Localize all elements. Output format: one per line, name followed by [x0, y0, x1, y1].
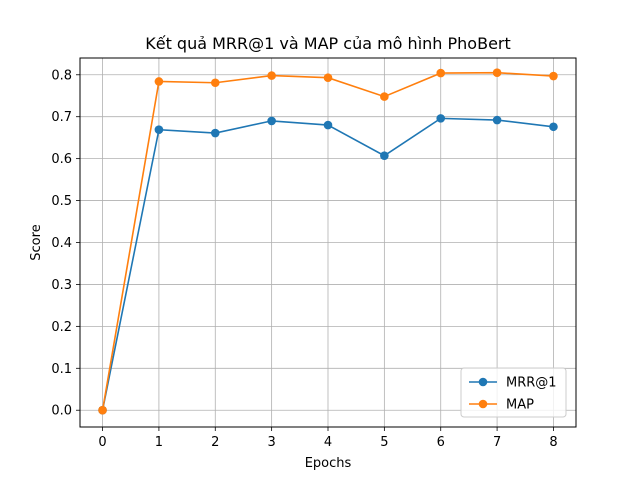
- data-point-mrr-1: [154, 125, 164, 135]
- data-point-map: [549, 71, 558, 81]
- y-tick-label: 0.8: [51, 68, 72, 83]
- data-point-mrr-1: [323, 120, 333, 130]
- x-tick-label: 7: [493, 435, 501, 450]
- axis-ticks: 0 1 2 3 4 5 6 7 8 0.0 0.1 0.2 0.3 0.4 0.5 0.6 0.7 0.8: [51, 68, 557, 450]
- legend-label-map: MAP: [506, 398, 534, 413]
- x-tick-label: 0: [98, 435, 106, 450]
- series-lines: [98, 68, 558, 415]
- data-point-mrr-1: [210, 128, 220, 138]
- data-point-mrr-1: [380, 151, 389, 161]
- legend: MRR@1 MAP: [460, 367, 567, 418]
- y-tick-label: 0.1: [51, 362, 72, 377]
- x-axis-label: Epochs: [305, 456, 352, 471]
- x-tick-label: 2: [211, 435, 219, 450]
- chart-title: Kết quả MRR@1 và MAP của mô hình PhoBert: [145, 34, 511, 53]
- data-point-mrr-1: [267, 116, 276, 126]
- data-point-mrr-1: [492, 115, 502, 125]
- data-point-map: [98, 405, 107, 415]
- x-tick-label: 4: [324, 435, 332, 450]
- y-axis-label: Score: [29, 224, 44, 260]
- x-tick-label: 6: [437, 435, 445, 450]
- data-point-map: [436, 68, 446, 78]
- data-point-map: [267, 71, 276, 80]
- y-tick-label: 0.4: [51, 236, 72, 251]
- data-point-mrr-1: [436, 114, 446, 123]
- x-tick-label: 3: [267, 435, 275, 450]
- data-point-map: [492, 68, 502, 77]
- data-point-map: [380, 92, 389, 101]
- y-tick-label: 0.6: [51, 152, 72, 167]
- y-tick-label: 0.5: [51, 194, 72, 209]
- legend-label-mrr-1: MRR@1: [506, 376, 557, 391]
- y-tick-label: 0.2: [51, 320, 72, 335]
- data-point-mrr-1: [549, 122, 558, 132]
- legend-marker-map: [478, 399, 488, 409]
- x-tick-label: 5: [380, 435, 388, 450]
- y-tick-label: 0.7: [51, 110, 72, 125]
- data-point-map: [154, 77, 164, 86]
- data-point-map: [210, 78, 220, 88]
- y-tick-label: 0.3: [51, 278, 72, 293]
- legend-marker-mrr-1: [478, 377, 488, 387]
- y-tick-label: 0.0: [51, 404, 72, 419]
- data-point-map: [323, 73, 333, 83]
- x-tick-label: 1: [155, 435, 163, 450]
- x-tick-label: 8: [549, 435, 557, 450]
